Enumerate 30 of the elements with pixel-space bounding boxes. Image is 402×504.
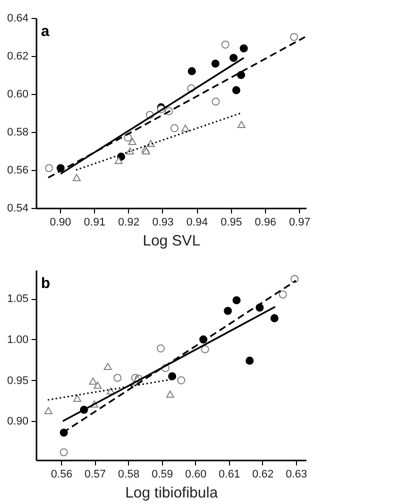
x-tick-label: 0.56 bbox=[50, 468, 72, 480]
x-tick-label: 0.90 bbox=[50, 216, 72, 228]
annotation: a bbox=[41, 23, 50, 40]
x-axis-title: Log tibiofibula bbox=[125, 484, 218, 502]
y-tick-label: 0.64 bbox=[7, 12, 28, 24]
x-tick-label: 0.63 bbox=[286, 468, 308, 480]
x-tick-label: 0.60 bbox=[185, 468, 207, 480]
y-tick-label: 1.00 bbox=[7, 334, 28, 346]
x-tick-label: 0.96 bbox=[254, 216, 276, 228]
x-tick-label: 0.93 bbox=[152, 216, 174, 228]
y-tick-label: 0.90 bbox=[7, 416, 28, 428]
x-axis-title: Log SVL bbox=[142, 232, 200, 250]
y-tick-label: 0.60 bbox=[7, 88, 28, 100]
y-tick-label: 0.54 bbox=[7, 202, 28, 214]
x-tick-label: 0.57 bbox=[84, 468, 106, 480]
y-tick-label: 0.95 bbox=[7, 374, 28, 387]
x-tick-label: 0.59 bbox=[152, 468, 173, 480]
annotation: b bbox=[41, 275, 50, 292]
x-tick-label: 0.58 bbox=[118, 468, 140, 480]
y-tick-label: 0.62 bbox=[7, 50, 28, 62]
x-tick-label: 0.91 bbox=[84, 216, 106, 228]
x-tick-label: 0.94 bbox=[186, 216, 208, 228]
x-tick-label: 0.92 bbox=[118, 216, 140, 228]
y-tick-label: 1.05 bbox=[7, 293, 28, 306]
x-tick-label: 0.95 bbox=[220, 216, 242, 228]
x-tick-label: 0.61 bbox=[218, 468, 240, 480]
x-tick-label: 0.97 bbox=[288, 216, 310, 228]
x-tick-label: 0.62 bbox=[252, 468, 274, 480]
y-tick-label: 0.58 bbox=[7, 126, 28, 138]
y-tick-label: 0.56 bbox=[7, 164, 28, 176]
